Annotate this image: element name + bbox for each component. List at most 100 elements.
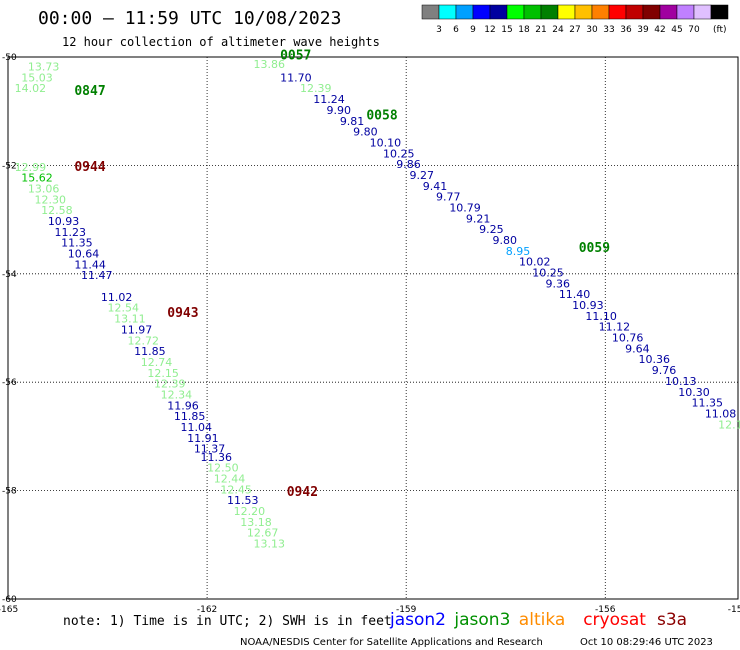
swh-value: 12.17 [718,418,740,431]
swh-value: 12.30 [35,193,67,206]
pass-time-label: 0058 [366,108,397,123]
swh-value: 12.39 [300,82,332,95]
colorbar-label: 33 [603,25,614,35]
colorbar-label: 30 [586,25,598,35]
swh-value: 12.45 [220,483,252,496]
colorbar-unit: (ft) [713,25,727,35]
colorbar-label: 42 [654,25,665,35]
colorbar-label: 70 [688,25,700,35]
swh-value: 9.81 [340,115,365,128]
satellite-name: cryosat [583,610,646,630]
swh-value: 12.20 [234,505,265,518]
colorbar-swatch [557,4,576,20]
swh-value: 12.72 [127,334,159,347]
pass-time-label: 0942 [287,485,318,500]
plot-frame [7,56,739,600]
colorbar-swatch [642,4,661,20]
swh-value: 12.44 [214,472,246,485]
swh-value: 10.64 [68,248,100,261]
colorbar-label: 36 [620,25,632,35]
swh-value: 11.96 [167,399,199,412]
colorbar-swatch [421,4,440,20]
colorbar-label: 6 [453,25,459,35]
swh-value: 15.03 [21,71,53,84]
swh-value: 11.44 [74,258,106,271]
pass-time-label: 0059 [579,241,610,256]
swh-value: 11.02 [101,291,133,304]
swh-value: 11.47 [81,269,113,282]
swh-value: 11.24 [313,93,345,106]
colorbar-swatch [472,4,491,20]
x-tick-label: -165 [0,605,18,615]
swh-value: 13.73 [28,61,59,74]
swh-value: 10.93 [48,215,79,228]
swh-value: 11.12 [599,321,631,334]
y-tick-labels: -50 -52 -54 -56 -58 -60 [2,53,17,605]
y-tick-label: -58 [2,487,17,497]
swh-value: 12.74 [141,356,173,369]
footnote: note: 1) Time is in UTC; 2) SWH is in fe… [63,614,392,629]
swh-value: 12.99 [15,161,47,174]
pass-time-label: 0943 [167,306,198,321]
swh-value: 11.36 [200,451,232,464]
swh-value: 9.41 [423,180,448,193]
swh-value: 10.93 [572,299,604,312]
colorbar-label: 18 [518,25,530,35]
swh-value: 12.67 [247,527,279,540]
satellite-name: jason2 [389,610,446,630]
swh-value: 9.64 [625,342,650,355]
satellite-legend: jason2 jason3 altika cryosat s3a [389,610,687,630]
swh-value: 9.80 [353,126,378,139]
swh-value: 9.86 [396,158,421,171]
swh-value: 12.15 [147,367,179,380]
swh-value: 11.40 [559,288,591,301]
chart-title: 00:00 – 11:59 UTC 10/08/2023 [38,8,341,29]
colorbar-swatch [438,4,457,20]
colorbar-label: 15 [501,25,512,35]
swh-value: 11.85 [134,345,166,358]
colorbar-label: 24 [552,25,564,35]
swh-value: 11.35 [61,237,93,250]
colorbar-swatch [506,4,525,20]
colorbar-swatch [693,4,712,20]
swh-value: 13.86 [254,58,286,71]
pass-time-label: 0944 [74,160,105,175]
colorbar-label: 9 [470,25,476,35]
swh-value: 9.27 [410,169,435,182]
colorbar-swatch [523,4,542,20]
colorbar-swatch [489,4,508,20]
swh-value: 10.25 [383,147,415,160]
pass-time-label: 0847 [74,84,105,99]
data-points: 13.8611.7012.3911.249.909.819.8010.1010.… [15,58,740,551]
swh-value: 11.23 [54,226,86,239]
chart-subtitle: 12 hour collection of altimeter wave hei… [62,35,380,49]
x-tick-label: -162 [197,605,217,615]
colorbar-swatch [591,4,610,20]
swh-value: 13.06 [28,183,59,196]
swh-value: 13.18 [240,516,271,529]
swh-value: 11.70 [280,71,312,84]
swh-value: 10.10 [370,136,402,149]
colorbar-swatch [710,4,729,20]
swh-value: 13.11 [114,313,146,326]
swh-value: 11.35 [692,397,724,410]
swh-value: 10.30 [678,386,710,399]
x-tick-labels: -165-162-159-156-153-154 [0,605,740,615]
swh-value: 12.54 [108,302,140,315]
swh-value: 9.25 [479,223,504,236]
swh-value: 11.37 [194,443,226,456]
satellite-name: altika [519,610,566,630]
swh-value: 12.39 [154,378,186,391]
y-tick-label: -54 [2,270,17,280]
swh-value: 10.13 [665,375,697,388]
swh-value: 11.85 [174,410,206,423]
y-tick-label: -56 [2,378,17,388]
swh-value: 13.13 [254,538,286,551]
colorbar-swatch [540,4,559,20]
x-tick-label: -156 [595,605,616,615]
y-tick-label: -60 [2,595,17,605]
colorbar-swatch [659,4,678,20]
swh-value: 12.58 [41,204,73,217]
colorbar-label: 27 [569,25,580,35]
swh-value: 9.36 [546,277,571,290]
